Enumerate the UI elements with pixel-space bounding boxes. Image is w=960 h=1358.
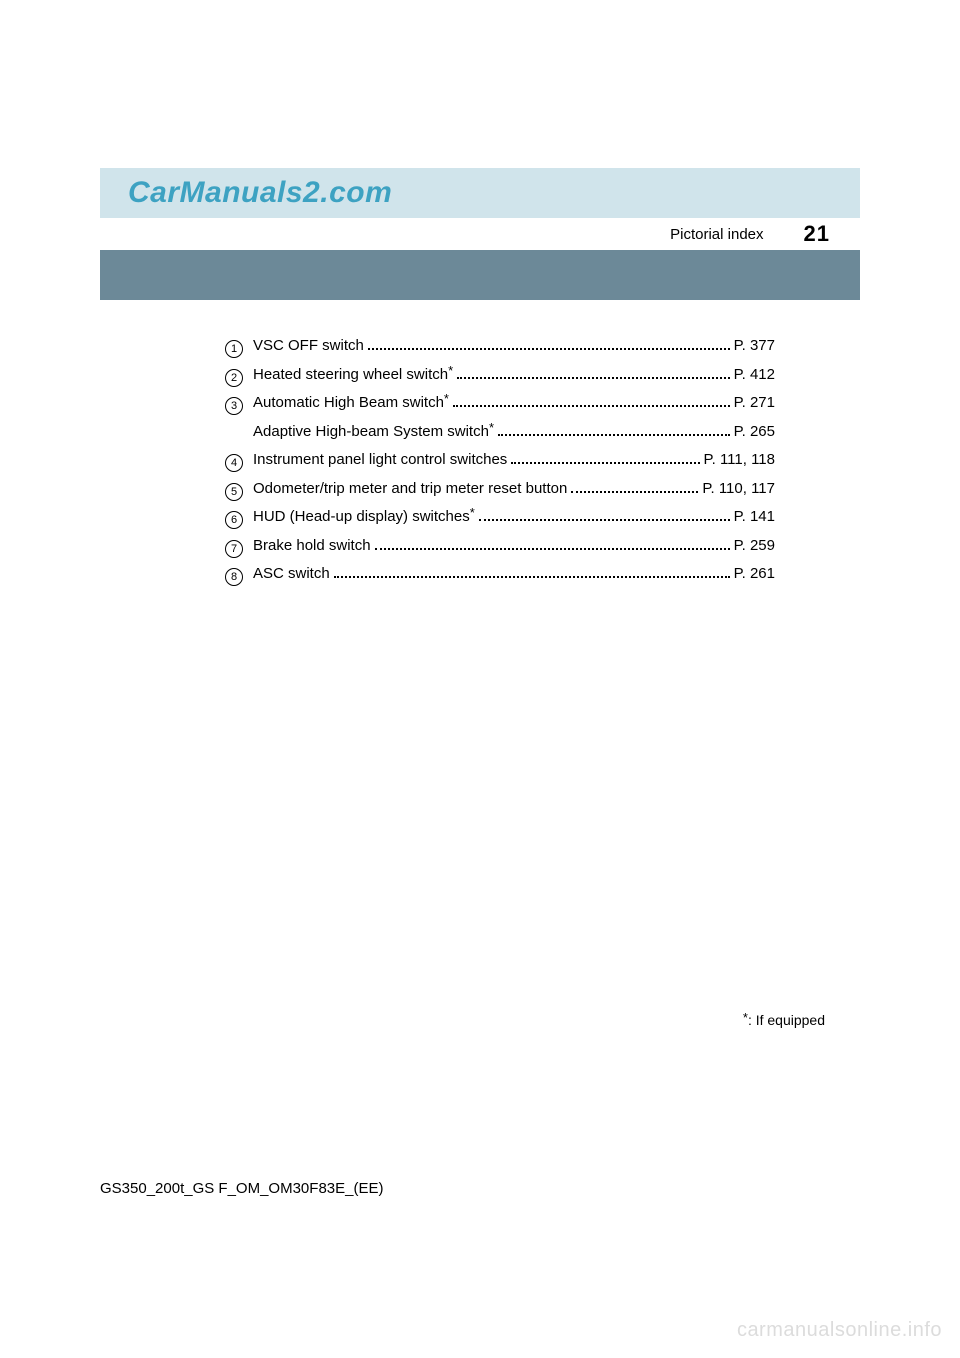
index-item: 6 HUD (Head-up display) switches* P. 141: [225, 503, 775, 532]
item-label: VSC OFF switch: [253, 332, 364, 361]
section-title-bar: [100, 250, 860, 300]
item-label: HUD (Head-up display) switches*: [253, 503, 475, 532]
document-code: GS350_200t_GS F_OM_OM30F83E_(EE): [100, 1180, 383, 1197]
brand-logo-text: CarManuals2.com: [128, 176, 392, 210]
footnote-star-icon: *: [444, 391, 449, 406]
index-item: 8 ASC switch P. 261: [225, 560, 775, 589]
dot-leader: [571, 491, 698, 493]
index-item: 1 VSC OFF switch P. 377: [225, 332, 775, 361]
index-item: 5 Odometer/trip meter and trip meter res…: [225, 475, 775, 504]
item-page-ref: P. 259: [734, 532, 775, 561]
footnote-star-icon: *: [489, 420, 494, 435]
item-number-icon: 4: [225, 454, 243, 472]
dot-leader: [479, 519, 730, 521]
item-number-icon: 8: [225, 568, 243, 586]
item-number-icon: 7: [225, 540, 243, 558]
footnote-star-icon: *: [743, 1010, 748, 1025]
item-number-icon: 6: [225, 511, 243, 529]
item-label: Adaptive High-beam System switch*: [253, 418, 494, 447]
footnote-star-icon: *: [470, 505, 475, 520]
item-page-ref: P. 261: [734, 560, 775, 589]
section-label: Pictorial index: [670, 226, 763, 243]
page-header: Pictorial index 21: [100, 218, 860, 250]
item-number-icon: 1: [225, 340, 243, 358]
index-item: 3 Automatic High Beam switch* P. 271: [225, 389, 775, 418]
item-page-ref: P. 412: [734, 361, 775, 390]
top-banner: CarManuals2.com: [100, 168, 860, 218]
dot-leader: [453, 405, 730, 407]
item-label: ASC switch: [253, 560, 330, 589]
pictorial-index-list: 1 VSC OFF switch P. 377 2 Heated steerin…: [225, 332, 775, 589]
item-page-ref: P. 110, 117: [702, 475, 775, 504]
item-page-ref: P. 271: [734, 389, 775, 418]
dot-leader: [511, 462, 699, 464]
dot-leader: [457, 377, 729, 379]
item-label: Instrument panel light control switches: [253, 446, 507, 475]
item-page-ref: P. 141: [734, 503, 775, 532]
index-item: 2 Heated steering wheel switch* P. 412: [225, 361, 775, 390]
page-number: 21: [804, 221, 830, 247]
item-number-icon: 2: [225, 369, 243, 387]
site-watermark: carmanualsonline.info: [737, 1319, 942, 1342]
index-subitem: Adaptive High-beam System switch* P. 265: [253, 418, 775, 447]
footnote-if-equipped: *: If equipped: [743, 1012, 825, 1028]
item-number-icon: 5: [225, 483, 243, 501]
item-page-ref: P. 377: [734, 332, 775, 361]
item-label: Automatic High Beam switch*: [253, 389, 449, 418]
item-label: Odometer/trip meter and trip meter reset…: [253, 475, 567, 504]
dot-leader: [375, 548, 730, 550]
item-page-ref: P. 111, 118: [704, 446, 775, 475]
dot-leader: [368, 348, 730, 350]
dot-leader: [498, 434, 730, 436]
item-label: Brake hold switch: [253, 532, 371, 561]
item-label: Heated steering wheel switch*: [253, 361, 453, 390]
dot-leader: [334, 576, 730, 578]
item-number-icon: 3: [225, 397, 243, 415]
item-page-ref: P. 265: [734, 418, 775, 447]
footnote-star-icon: *: [448, 363, 453, 378]
index-item: 7 Brake hold switch P. 259: [225, 532, 775, 561]
manual-page: CarManuals2.com Pictorial index 21 1 VSC…: [0, 0, 960, 1358]
index-item: 4 Instrument panel light control switche…: [225, 446, 775, 475]
